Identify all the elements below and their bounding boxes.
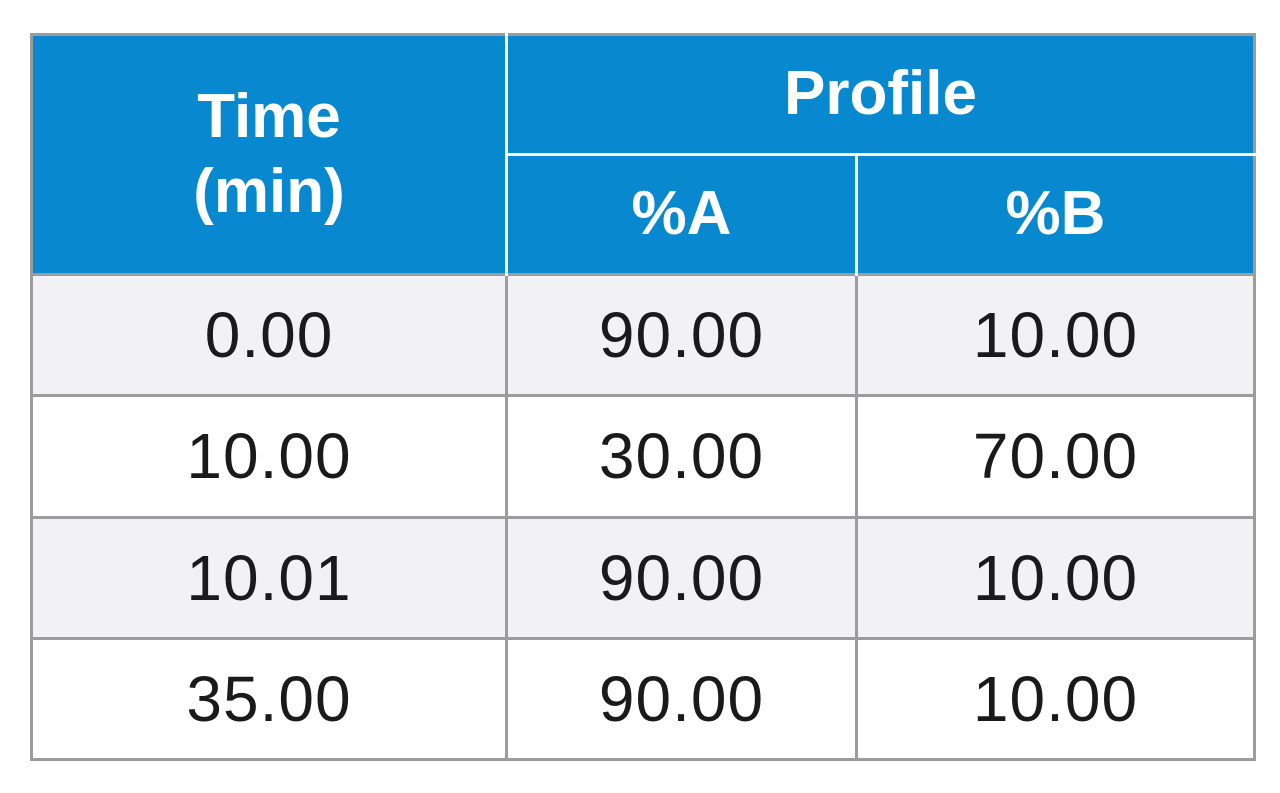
percent-a-cell: 30.00 xyxy=(505,394,858,519)
percent-a-cell: 90.00 xyxy=(505,636,858,762)
time-cell: 0.00 xyxy=(30,272,508,398)
table-body: 0.00 90.00 10.00 10.00 30.00 70.00 10.01… xyxy=(30,272,1256,762)
time-column-header: Time (min) xyxy=(31,34,508,275)
table-row: 10.00 30.00 70.00 xyxy=(30,394,1256,519)
table-row: 35.00 90.00 10.00 xyxy=(30,636,1256,762)
time-header-label: Time xyxy=(197,82,341,152)
table-row: 0.00 90.00 10.00 xyxy=(30,272,1256,398)
percent-b-cell: 10.00 xyxy=(855,272,1256,398)
percent-b-cell: 70.00 xyxy=(855,394,1256,519)
percent-b-column-header: %B xyxy=(855,153,1255,275)
percent-a-column-header: %A xyxy=(505,153,858,275)
percent-a-cell: 90.00 xyxy=(505,272,858,398)
time-cell: 10.01 xyxy=(30,515,508,640)
time-cell: 35.00 xyxy=(30,636,508,762)
time-cell: 10.00 xyxy=(30,394,508,519)
gradient-table: Time (min) Profile %A %B 0.00 90.00 10.0… xyxy=(30,33,1256,762)
percent-a-cell: 90.00 xyxy=(505,515,858,640)
percent-b-cell: 10.00 xyxy=(855,636,1256,762)
table-row: 10.01 90.00 10.00 xyxy=(30,515,1256,640)
percent-b-cell: 10.00 xyxy=(855,515,1256,640)
profile-column-header: Profile xyxy=(505,34,1255,156)
table-header: Time (min) Profile %A %B xyxy=(31,34,1255,275)
time-header-unit: (min) xyxy=(193,156,345,226)
